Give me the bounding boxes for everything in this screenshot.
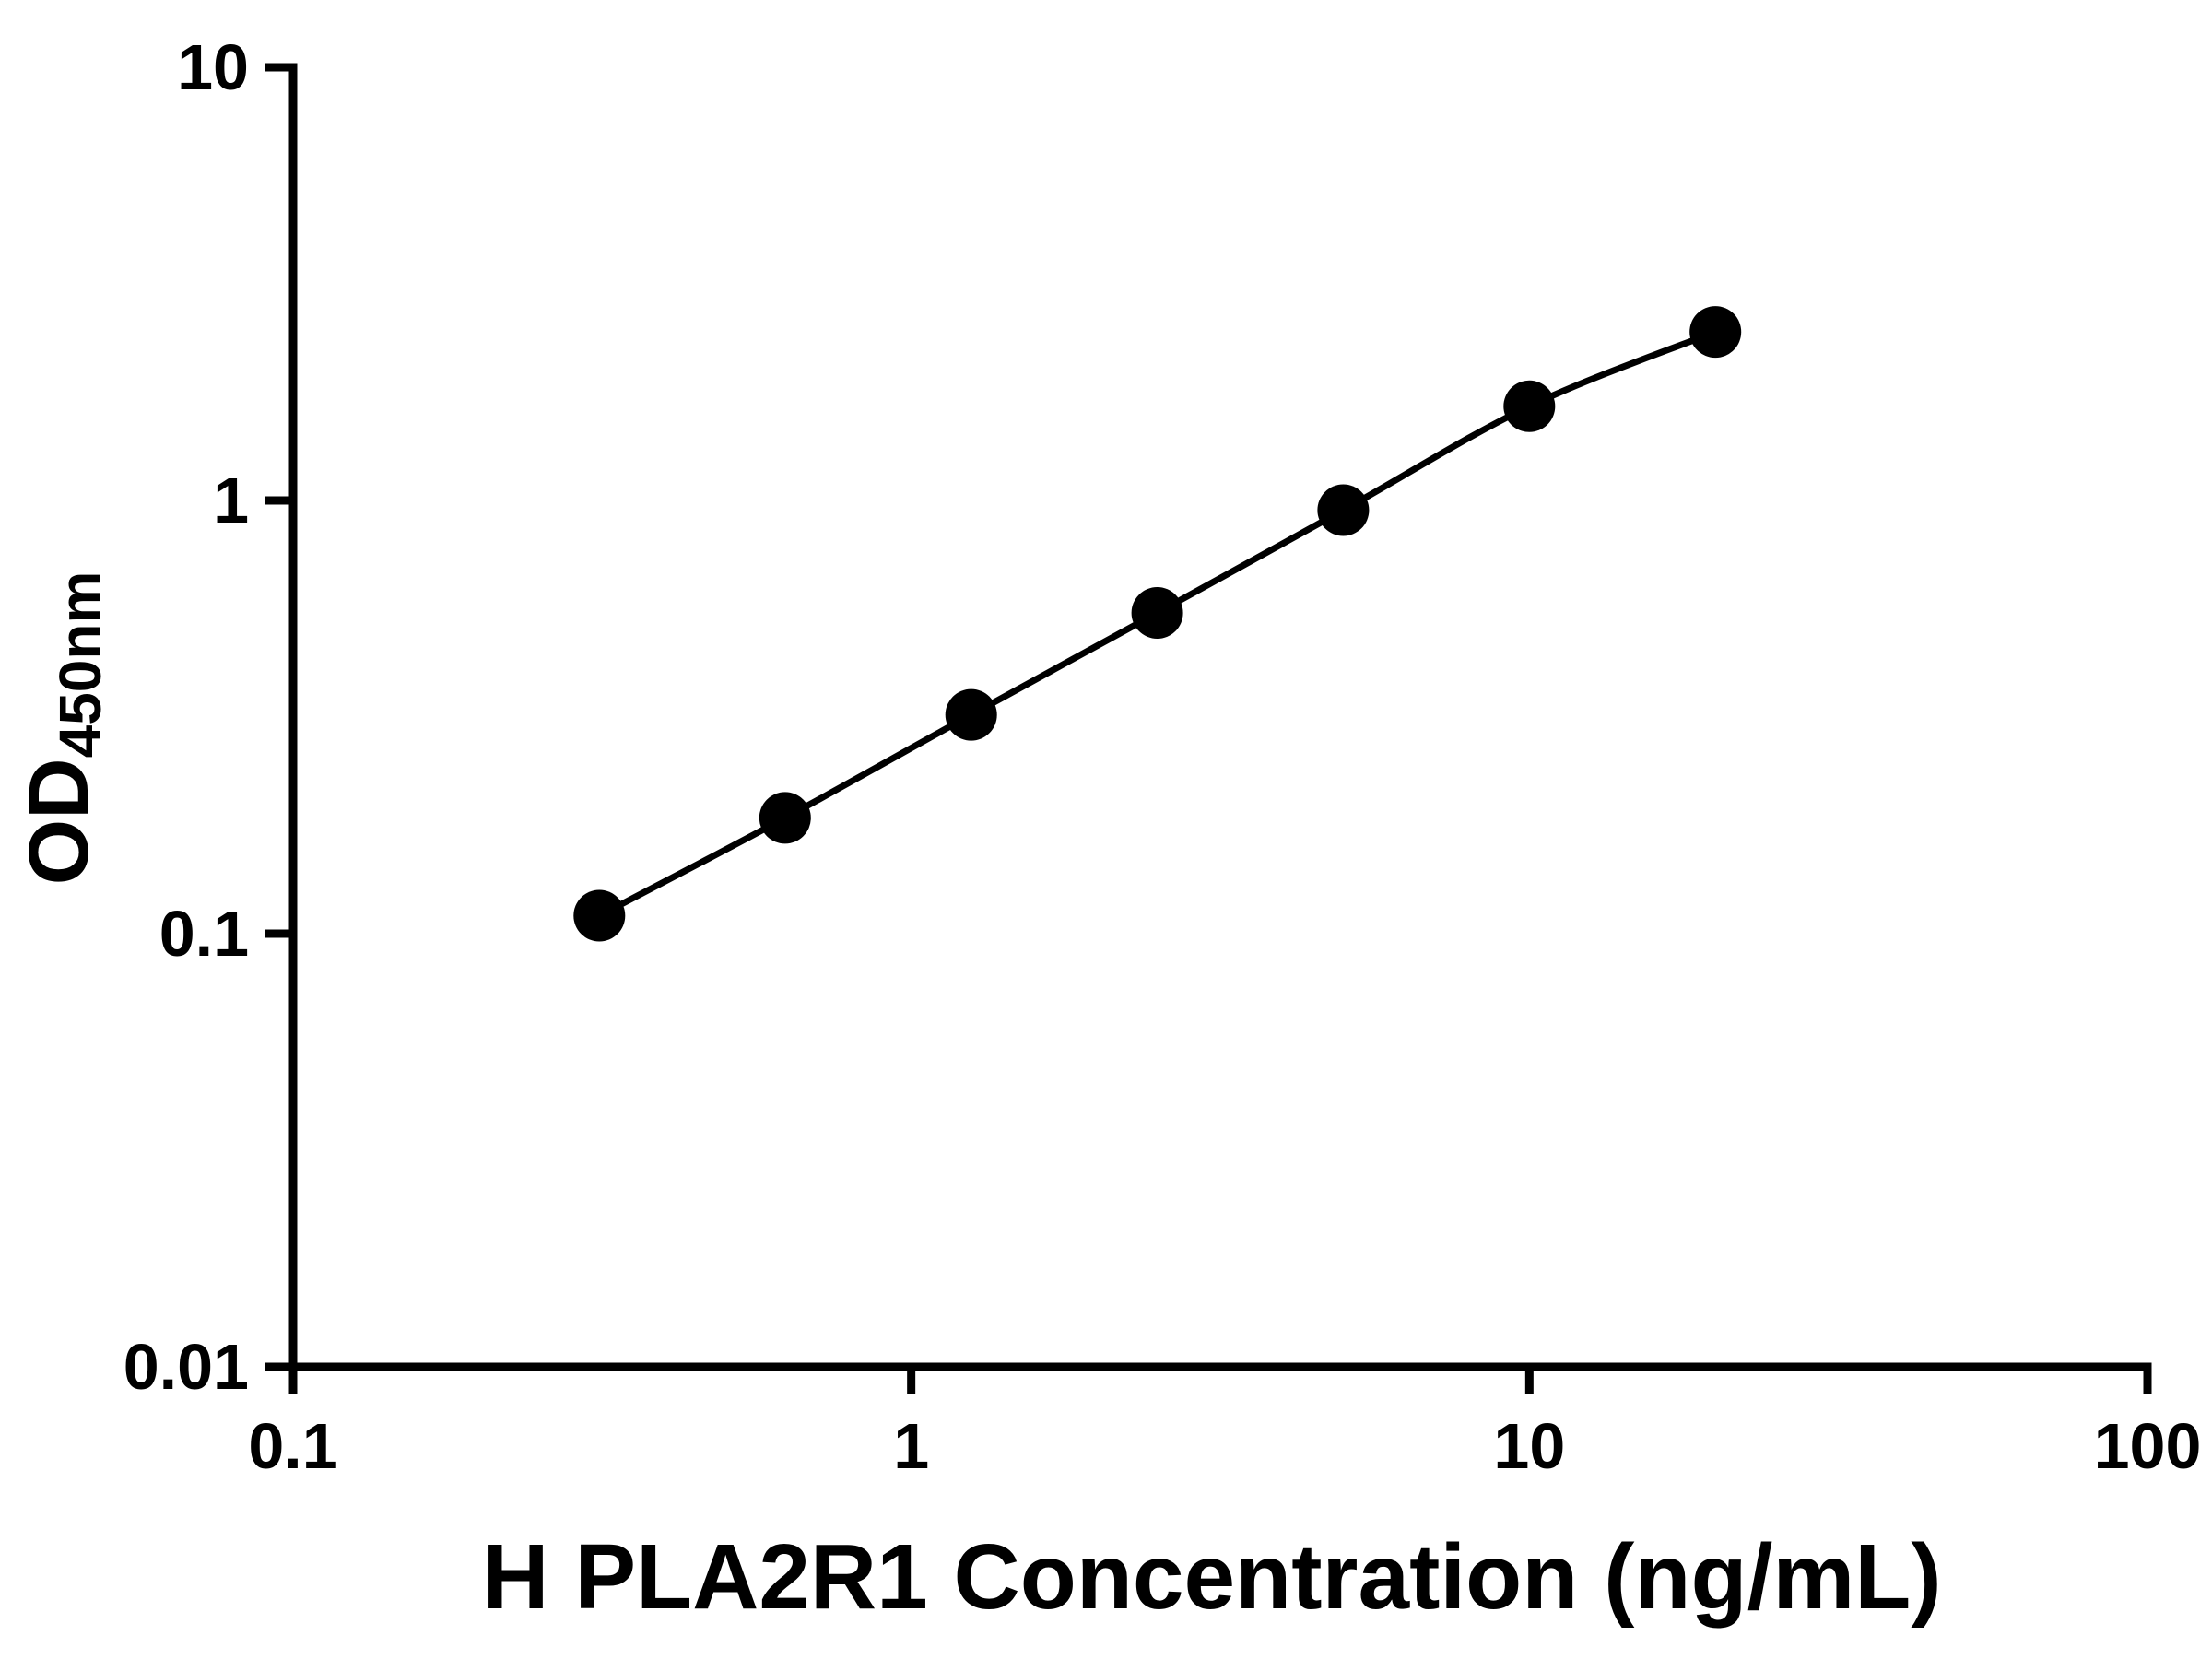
y-tick-label: 10 xyxy=(177,31,249,103)
x-tick-label: 100 xyxy=(2094,1410,2202,1482)
data-point xyxy=(945,688,997,741)
y-axis-title: OD450nm xyxy=(12,571,113,886)
data-point xyxy=(1317,484,1370,536)
data-points xyxy=(573,306,1742,942)
axis-spines xyxy=(288,63,2152,1371)
y-tick-label: 0.1 xyxy=(159,898,249,970)
axes xyxy=(288,63,2152,1371)
y-tick-label: 1 xyxy=(213,465,249,536)
axis-ticks xyxy=(265,63,2152,1394)
data-point xyxy=(759,792,811,844)
y-axis-title-subscript: 450nm xyxy=(47,571,113,759)
data-point xyxy=(1503,380,1556,432)
data-point xyxy=(1131,587,1183,639)
x-tick-label: 10 xyxy=(1493,1410,1565,1482)
data-point xyxy=(573,889,626,942)
y-tick-label: 0.01 xyxy=(124,1331,249,1403)
x-tick-label: 1 xyxy=(893,1410,929,1482)
y-axis-title-main: OD xyxy=(12,758,106,885)
x-axis-title: H PLA2R1 Concentration (ng/mL) xyxy=(482,1525,1941,1629)
x-tick-label: 0.1 xyxy=(248,1410,337,1482)
y-tick-labels: 0.01 0.1 1 10 xyxy=(124,31,249,1403)
x-tick-labels: 0.1 1 10 100 xyxy=(248,1410,2201,1482)
data-point xyxy=(1689,306,1742,359)
